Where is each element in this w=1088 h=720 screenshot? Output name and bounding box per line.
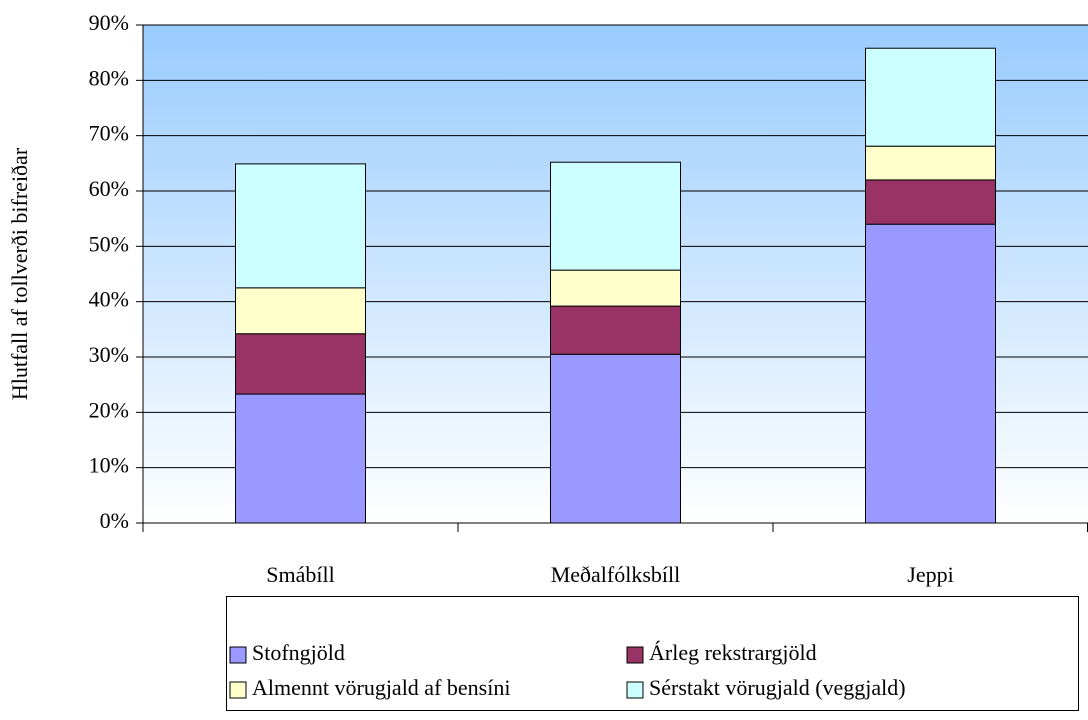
bar-segment [550, 353, 681, 524]
bar-segment [235, 287, 366, 335]
y-tick-label: 40% [89, 287, 129, 312]
y-tick-label: 70% [89, 121, 129, 146]
y-tick-label: 0% [100, 508, 129, 533]
x-tick-label: Smábíll [266, 562, 334, 587]
bar-segment [235, 333, 366, 395]
bar-segment [235, 163, 366, 289]
y-tick-label: 90% [89, 10, 129, 35]
legend-label: Sérstakt vörugjald (veggjald) [649, 675, 906, 700]
y-tick-label: 30% [89, 342, 129, 367]
legend-swatch [626, 681, 644, 699]
y-tick-label: 10% [89, 453, 129, 478]
bar-segment [865, 179, 996, 225]
legend-box [226, 596, 1079, 711]
bar-segment [550, 305, 681, 355]
x-tick-label: Meðalfólksbíll [551, 562, 681, 587]
bar-segment [235, 393, 366, 524]
bar-segment [865, 145, 996, 181]
y-tick-label: 20% [89, 397, 129, 422]
y-tick-label: 80% [89, 65, 129, 90]
legend-swatch [229, 646, 247, 664]
bar-segment [865, 223, 996, 524]
legend-swatch [229, 681, 247, 699]
y-tick-label: 50% [89, 231, 129, 256]
legend-label: Árleg rekstrargjöld [649, 640, 817, 665]
bar-segment [550, 161, 681, 271]
legend-label: Stofngjöld [252, 640, 345, 665]
y-tick-label: 60% [89, 176, 129, 201]
legend-swatch [626, 646, 644, 664]
bar-segment [550, 269, 681, 307]
y-axis-label: Hlutfall af tollverði bifreiðar [7, 147, 32, 400]
legend-label: Almennt vörugjald af bensíni [252, 675, 510, 700]
x-tick-label: Jeppi [907, 562, 953, 587]
bar-segment [865, 47, 996, 147]
